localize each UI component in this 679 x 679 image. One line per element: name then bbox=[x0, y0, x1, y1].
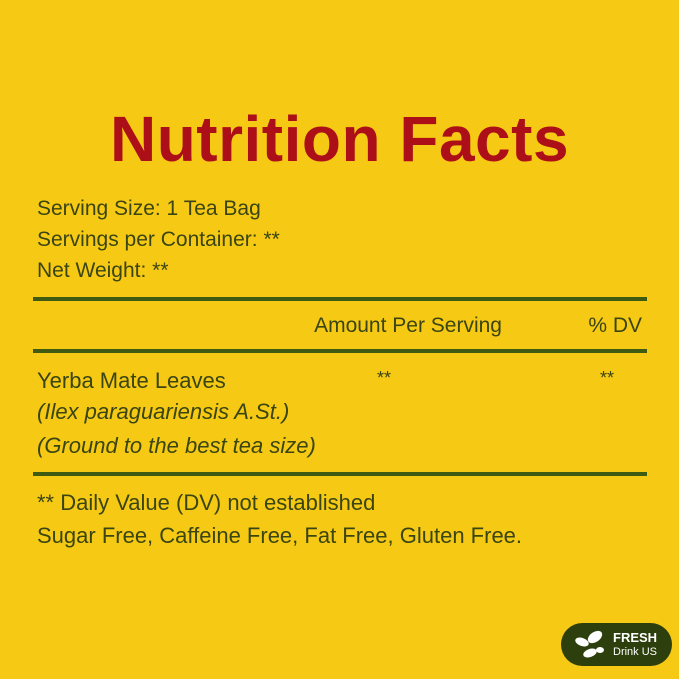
serving-size: Serving Size: 1 Tea Bag bbox=[37, 197, 261, 220]
footnote-dv: ** Daily Value (DV) not established bbox=[37, 490, 376, 515]
amount-header: Amount Per Serving bbox=[314, 314, 502, 337]
net-weight: Net Weight: ** bbox=[37, 259, 169, 282]
logo-text-fresh: FRESH bbox=[613, 630, 658, 645]
item-dv: ** bbox=[600, 368, 615, 388]
divider bbox=[33, 472, 647, 476]
page-title: Nutrition Facts bbox=[109, 103, 570, 175]
item-amount: ** bbox=[377, 368, 392, 388]
item-latin-name: (Ilex paraguariensis A.St.) bbox=[37, 399, 290, 424]
brand-logo: FRESH Drink US bbox=[561, 623, 672, 666]
servings-per-container: Servings per Container: ** bbox=[37, 228, 280, 251]
item-note: (Ground to the best tea size) bbox=[37, 433, 316, 458]
footnote-claims: Sugar Free, Caffeine Free, Fat Free, Glu… bbox=[37, 523, 523, 548]
dv-header: % DV bbox=[588, 314, 642, 337]
divider bbox=[33, 349, 647, 353]
item-name: Yerba Mate Leaves bbox=[37, 368, 226, 393]
leaf-icon bbox=[575, 630, 604, 658]
divider bbox=[33, 297, 647, 301]
logo-text-drinkus: Drink US bbox=[613, 646, 658, 658]
